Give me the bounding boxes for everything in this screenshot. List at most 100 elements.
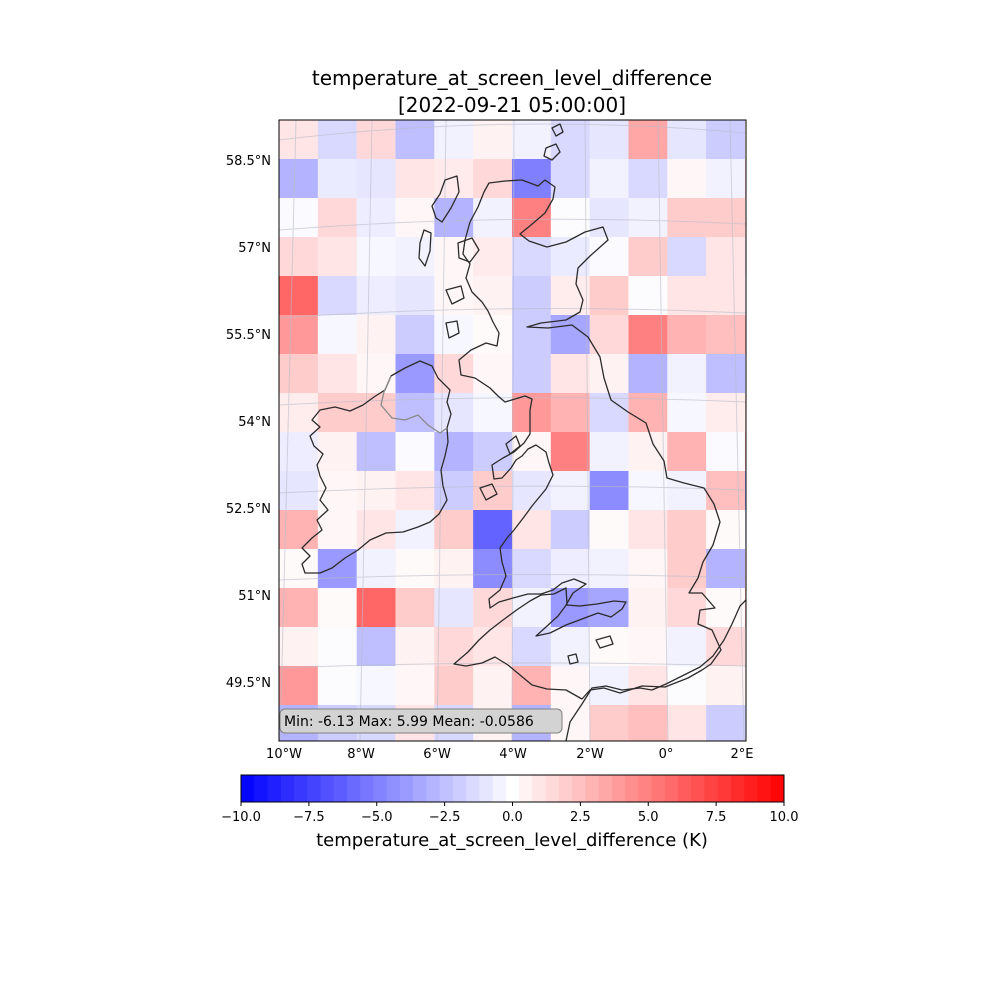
heatmap-cell bbox=[356, 315, 397, 355]
heatmap-cell bbox=[434, 354, 474, 394]
heatmap-cell bbox=[356, 393, 397, 433]
heatmap-cell bbox=[628, 588, 668, 628]
colorbar-segment bbox=[717, 775, 732, 802]
colorbar-segment bbox=[532, 775, 547, 802]
map-frame bbox=[278, 119, 747, 742]
heatmap-cell bbox=[589, 627, 630, 667]
heatmap-cell bbox=[317, 237, 358, 277]
france-coast bbox=[565, 599, 746, 741]
x-tick-label: 0° bbox=[659, 747, 674, 762]
stats-text: Min: -6.13 Max: 5.99 Mean: -0.0586 bbox=[284, 714, 534, 730]
heatmap-cell bbox=[395, 627, 435, 667]
heatmap-cell bbox=[473, 393, 513, 433]
heatmap-cell bbox=[667, 549, 707, 589]
heatmap-cell bbox=[279, 627, 319, 667]
colorbar-segment bbox=[333, 775, 348, 802]
heatmap-cell bbox=[744, 120, 746, 160]
colorbar-segment bbox=[585, 775, 600, 802]
colorbar-tick-label: 10.0 bbox=[770, 810, 799, 825]
heatmap-cell bbox=[511, 159, 552, 199]
colorbar-segment bbox=[505, 775, 520, 802]
chart-title-line1: temperature_at_screen_level_difference bbox=[312, 66, 712, 90]
heatmap-cell bbox=[279, 198, 319, 238]
colorbar-segment bbox=[426, 775, 441, 802]
heatmap-cell bbox=[356, 354, 397, 394]
colorbar-tick-label: 2.5 bbox=[570, 810, 591, 825]
orkney-south-coast bbox=[551, 123, 564, 137]
heatmap-cell bbox=[434, 666, 474, 706]
heatmap-cell bbox=[473, 120, 513, 160]
heatmap-cell bbox=[473, 432, 513, 472]
heatmap-cell bbox=[667, 471, 707, 511]
colorbar-segment bbox=[452, 775, 467, 802]
heatmap-cell bbox=[473, 627, 513, 667]
colorbar-tick-label: 5.0 bbox=[638, 810, 659, 825]
heatmap-cell bbox=[395, 471, 435, 511]
colorbar-segment bbox=[439, 775, 454, 802]
heatmap-cell bbox=[279, 159, 319, 199]
anglesey-coast bbox=[479, 483, 498, 501]
coastline bbox=[301, 123, 746, 741]
heatmap-cell bbox=[317, 276, 358, 316]
x-tick-label: 4°W bbox=[499, 747, 527, 762]
heatmap-cell bbox=[511, 549, 552, 589]
colorbar-segment bbox=[731, 775, 745, 802]
skye-coast bbox=[457, 237, 480, 263]
graticule bbox=[279, 120, 746, 741]
colorbar-segment bbox=[744, 775, 759, 802]
heatmap-cell bbox=[395, 510, 435, 550]
heatmap-cell bbox=[317, 588, 358, 628]
heatmap-cell bbox=[706, 315, 746, 355]
y-tick-label: 51°N bbox=[238, 589, 271, 604]
heatmap-cell bbox=[395, 159, 435, 199]
heatmap-cell bbox=[434, 510, 474, 550]
heatmap-cell bbox=[511, 315, 552, 355]
heatmap-cell bbox=[279, 315, 319, 355]
colorbar-segment bbox=[492, 775, 507, 802]
heatmap-cell bbox=[550, 549, 591, 589]
heatmap-cell bbox=[473, 510, 513, 550]
colorbar-segment bbox=[691, 775, 706, 802]
heatmap-cell bbox=[706, 120, 746, 160]
heatmap-cell bbox=[667, 627, 707, 667]
colorbar-segment bbox=[625, 775, 639, 802]
colorbar-segment bbox=[651, 775, 666, 802]
y-tick-label: 54°N bbox=[238, 415, 271, 430]
great-britain-coast bbox=[453, 179, 722, 700]
colorbar-segment bbox=[558, 775, 573, 802]
heatmap-cell bbox=[473, 159, 513, 199]
colorbar-segment bbox=[479, 775, 494, 802]
heatmap-cell bbox=[706, 549, 746, 589]
uist-coast bbox=[418, 229, 432, 267]
heatmap-cell bbox=[395, 666, 435, 706]
heatmap-cell bbox=[279, 549, 319, 589]
heatmap-cell bbox=[356, 432, 397, 472]
colorbar-segment bbox=[320, 775, 335, 802]
heatmap-cell bbox=[434, 432, 474, 472]
y-axis: 58.5°N 57°N 55.5°N 54°N 52.5°N 51°N 49.5… bbox=[226, 154, 271, 691]
heatmap-cell bbox=[550, 471, 591, 511]
heatmap-cell bbox=[317, 549, 358, 589]
heatmap-cell bbox=[550, 588, 591, 628]
x-tick-label: 10°W bbox=[266, 747, 302, 762]
colorbar-segment bbox=[466, 775, 480, 802]
heatmap-cell bbox=[589, 237, 630, 277]
heatmap-cell bbox=[706, 432, 746, 472]
heatmap-cell bbox=[511, 627, 552, 667]
heatmap-cell bbox=[317, 666, 358, 706]
y-tick-label: 58.5°N bbox=[226, 154, 271, 169]
colorbar-segment bbox=[254, 775, 268, 802]
heatmap-cell bbox=[667, 354, 707, 394]
heatmap-cell bbox=[589, 276, 630, 316]
colorbar-tick-label: −7.5 bbox=[293, 810, 325, 825]
x-tick-label: 2°E bbox=[731, 747, 754, 762]
x-tick-label: 6°W bbox=[423, 747, 451, 762]
heatmap-cell bbox=[356, 471, 397, 511]
colorbar-segment bbox=[307, 775, 321, 802]
heatmap-cell bbox=[706, 666, 746, 706]
heatmap-cell bbox=[279, 354, 319, 394]
heatmap-cell bbox=[473, 666, 513, 706]
heatmap-cell bbox=[628, 159, 668, 199]
heatmap-cell bbox=[511, 510, 552, 550]
heatmap-cell bbox=[628, 510, 668, 550]
